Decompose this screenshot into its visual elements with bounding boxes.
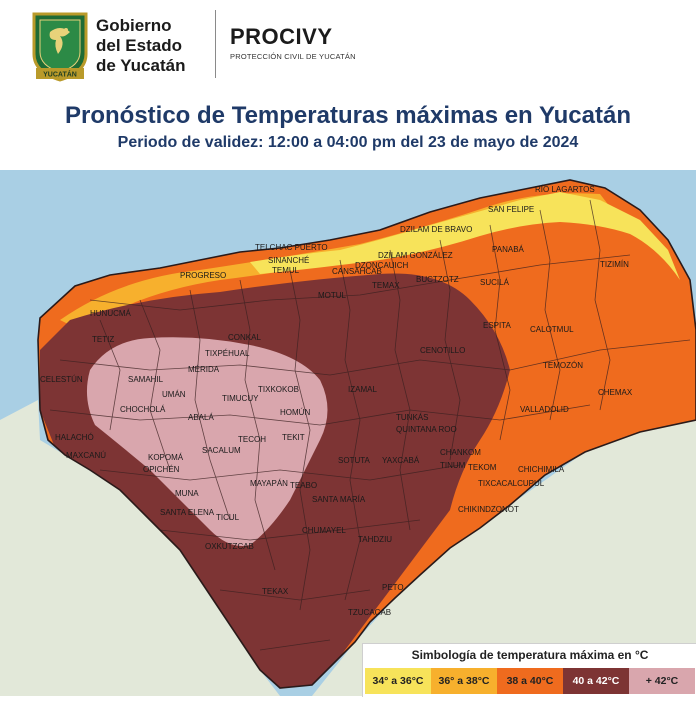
municipal-borders bbox=[49, 199, 691, 651]
agency-block: PROCIVY PROTECCIÓN CIVIL DE YUCATÁN bbox=[230, 24, 356, 61]
place-label: TETIZ bbox=[92, 335, 114, 344]
place-label: PETO bbox=[382, 583, 404, 592]
state-seal-logo: YUCATÁN bbox=[30, 10, 90, 82]
place-label: TEMAX bbox=[372, 281, 400, 290]
land-outside bbox=[0, 400, 280, 696]
zone-34-36 bbox=[250, 192, 680, 280]
legend-item-40-42: 40 a 42°C bbox=[563, 668, 629, 694]
government-line: del Estado bbox=[96, 36, 182, 55]
place-label: TECOH bbox=[238, 435, 266, 444]
place-label: SINANCHÉ bbox=[268, 256, 309, 265]
place-label: VALLADOLID bbox=[520, 405, 569, 414]
government-name: Gobierno del Estado de Yucatán bbox=[96, 16, 185, 76]
place-label: ABALÁ bbox=[188, 413, 214, 422]
legend: Simbología de temperatura máxima en °C 3… bbox=[362, 643, 696, 697]
place-label: QUINTANA ROO bbox=[396, 425, 457, 434]
place-label: CALOTMUL bbox=[530, 325, 574, 334]
place-label: ESPITA bbox=[483, 321, 512, 330]
agency-name: PROCIVY bbox=[230, 24, 333, 49]
government-line: de Yucatán bbox=[96, 56, 186, 75]
place-label: CHIKINDZONOT bbox=[458, 505, 519, 514]
place-label: SUCILÁ bbox=[480, 278, 510, 287]
place-label: MUNA bbox=[175, 489, 199, 498]
place-label: TEMOZÓN bbox=[543, 361, 583, 370]
place-label: DZILAM GONZÁLEZ bbox=[378, 251, 453, 260]
place-label: TUNKÁS bbox=[396, 413, 428, 422]
place-label: UMÁN bbox=[162, 390, 186, 399]
place-label: TICUL bbox=[216, 513, 240, 522]
place-label: TINUM bbox=[440, 461, 466, 470]
place-label: SAMAHIL bbox=[128, 375, 164, 384]
header-divider bbox=[215, 10, 216, 78]
place-label: SACALUM bbox=[202, 446, 241, 455]
place-label: BUCTZOTZ bbox=[416, 275, 459, 284]
place-label: OPICHÉN bbox=[143, 465, 180, 474]
place-label: SANTA MARÍA bbox=[312, 495, 366, 504]
place-label: DZONCAUICH bbox=[355, 261, 409, 270]
place-label: SAN FELIPE bbox=[488, 205, 534, 214]
legend-row: 34° a 36°C 36° a 38°C 38 a 40°C 40 a 42°… bbox=[365, 668, 695, 694]
place-label: TAHDZIU bbox=[358, 535, 392, 544]
page-title: Pronóstico de Temperaturas máximas en Yu… bbox=[65, 102, 631, 129]
place-label: KOPOMÁ bbox=[148, 453, 184, 462]
place-label: MOTUL bbox=[318, 291, 347, 300]
place-label: HALACHÓ bbox=[55, 433, 94, 442]
place-label: HUNUCMÁ bbox=[90, 309, 132, 318]
place-label: CHUMAYEL bbox=[302, 526, 346, 535]
legend-item-34-36: 34° a 36°C bbox=[365, 668, 431, 694]
place-label: MÉRIDA bbox=[188, 365, 220, 374]
place-label: PROGRESO bbox=[180, 271, 226, 280]
legend-title: Simbología de temperatura máxima en °C bbox=[411, 648, 649, 662]
place-label: TZUCACAB bbox=[348, 608, 391, 617]
place-label: TIXCACALCUPUL bbox=[478, 479, 545, 488]
place-label: RÍO LAGARTOS bbox=[535, 185, 595, 194]
place-label: TEKIT bbox=[282, 433, 305, 442]
header: YUCATÁN Gobierno del Estado de Yucatán P… bbox=[0, 0, 696, 170]
page-subtitle: Periodo de validez: 12:00 a 04:00 pm del… bbox=[117, 134, 579, 151]
zone-42 bbox=[86, 337, 328, 546]
place-label: TEKAX bbox=[262, 587, 289, 596]
place-label: CENOTILLO bbox=[420, 346, 465, 355]
place-label: MAYAPÁN bbox=[250, 479, 288, 488]
place-label: TIZIMÍN bbox=[600, 260, 629, 269]
place-label: TIMUCUY bbox=[222, 394, 259, 403]
place-label: CHEMAX bbox=[598, 388, 633, 397]
legend-item-36-38: 36° a 38°C bbox=[431, 668, 497, 694]
place-label: CHOCHOLÁ bbox=[120, 405, 166, 414]
place-label: OXKUTZCAB bbox=[205, 542, 254, 551]
seal-text: YUCATÁN bbox=[43, 70, 77, 79]
legend-item-42: + 42°C bbox=[629, 668, 695, 694]
place-label: CONKAL bbox=[228, 333, 261, 342]
place-label: HOMÚN bbox=[280, 408, 310, 417]
place-label: CANSAHCAB bbox=[332, 267, 382, 276]
temperature-map: RÍO LAGARTOS SAN FELIPE DZILAM DE BRAVO DZI… bbox=[0, 170, 696, 696]
map-canvas: RÍO LAGARTOS SAN FELIPE DZILAM DE BRAVO DZI… bbox=[0, 170, 696, 696]
place-label: CELESTÚN bbox=[40, 375, 83, 384]
place-label: TEKOM bbox=[468, 463, 497, 472]
legend-item-38-40: 38 a 40°C bbox=[497, 668, 563, 694]
land-outside-east bbox=[312, 420, 696, 696]
place-label: TEABO bbox=[290, 481, 317, 490]
place-label: CHANKOM bbox=[440, 448, 481, 457]
place-label: PANABÁ bbox=[492, 245, 525, 254]
agency-subtitle: PROTECCIÓN CIVIL DE YUCATÁN bbox=[230, 52, 356, 61]
place-label: IZAMAL bbox=[348, 385, 377, 394]
place-label: DZILAM DE BRAVO bbox=[400, 225, 472, 234]
place-label: CHICHIMILÁ bbox=[518, 465, 565, 474]
place-label: SANTA ELENA bbox=[160, 508, 215, 517]
place-labels: RÍO LAGARTOS SAN FELIPE DZILAM DE BRAVO DZI… bbox=[40, 185, 633, 617]
place-label: TELCHAC PUERTO bbox=[255, 243, 328, 252]
government-line: Gobierno bbox=[96, 16, 172, 35]
place-label: YAXCABÁ bbox=[382, 456, 420, 465]
place-label: TIXKOKOB bbox=[258, 385, 299, 394]
place-label: TIXPÉHUAL bbox=[205, 349, 250, 358]
place-label: TEMUL bbox=[272, 266, 300, 275]
place-label: MAXCANÚ bbox=[66, 451, 106, 460]
place-label: SOTUTA bbox=[338, 456, 371, 465]
